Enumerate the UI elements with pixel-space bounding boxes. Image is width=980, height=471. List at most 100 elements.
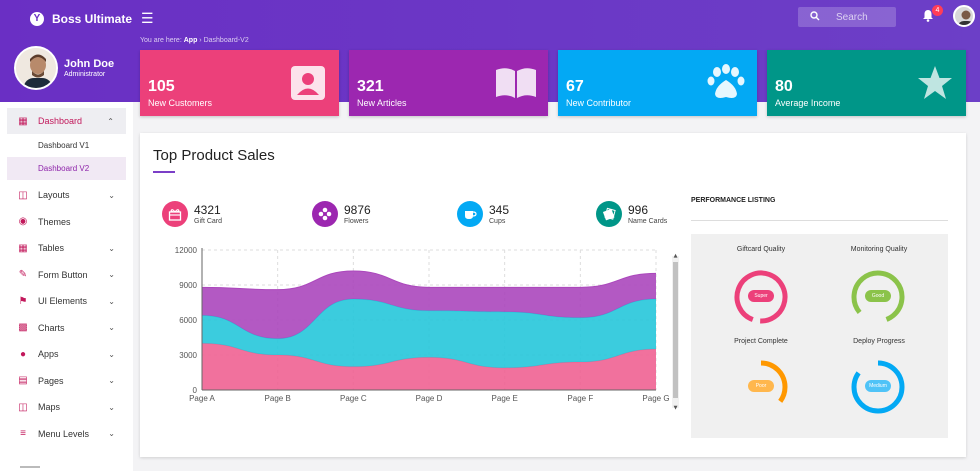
area-series-2-line bbox=[201, 298, 657, 340]
chart-scrollbar-thumb bbox=[673, 262, 678, 398]
x-tick-label: Page D bbox=[416, 394, 443, 403]
stat-label: Cups bbox=[489, 218, 506, 225]
stat-cups: 345 Cups bbox=[457, 201, 509, 227]
card-value: 67 bbox=[566, 78, 584, 95]
sidebar-item-label: Layouts bbox=[38, 190, 70, 201]
sales-area-chart: 0 3000 6000 9000 12000 Page A Page B Page C Page… bbox=[175, 246, 679, 411]
sidebar-item-label: Pages bbox=[38, 375, 64, 386]
y-tick-label: 12000 bbox=[175, 246, 198, 255]
sidebar-item-maps[interactable]: ◫ Maps ⌄ bbox=[0, 394, 133, 421]
flower-icon bbox=[312, 201, 338, 227]
sidebar-item-label: Dashboard bbox=[38, 116, 83, 126]
app-title: Boss Ultimate bbox=[52, 12, 133, 26]
profile-avatar[interactable] bbox=[14, 46, 58, 90]
sidebar-item-themes[interactable]: ◉ Themes bbox=[0, 209, 133, 236]
performance-divider bbox=[691, 220, 948, 221]
stat-label: Gift Card bbox=[194, 218, 223, 225]
x-tick-label: Page C bbox=[340, 394, 367, 403]
chevron-down-icon: ⌄ bbox=[108, 323, 115, 333]
breadcrumb-separator: › bbox=[199, 37, 204, 44]
card-label: New Customers bbox=[148, 98, 213, 108]
y-tick-label: 0 bbox=[193, 386, 198, 395]
x-tick-label: Page E bbox=[492, 394, 518, 403]
sidebar-item-apps[interactable]: ● Apps ⌄ bbox=[0, 341, 133, 368]
area-series-1 bbox=[202, 343, 656, 390]
performance-box: Giftcard Quality Monitoring Quality Proj… bbox=[691, 234, 948, 438]
paw-icon bbox=[707, 64, 745, 98]
gauge-pill: Good bbox=[865, 290, 891, 302]
card-new-contributor[interactable]: 67 New Contributor bbox=[558, 50, 757, 116]
profile-role: Administrator bbox=[64, 71, 106, 78]
sidebar: ▦ Dashboard ⌃ Dashboard V1 Dashboard V2 … bbox=[0, 102, 133, 471]
flag-icon: ⚑ bbox=[18, 295, 28, 307]
chevron-up-icon: ⌃ bbox=[107, 116, 114, 126]
card-value: 80 bbox=[775, 78, 793, 95]
table-icon: ▦ bbox=[18, 242, 28, 254]
stat-value: 996 bbox=[628, 203, 649, 217]
layouts-icon: ◫ bbox=[18, 189, 28, 201]
sidebar-item-pages[interactable]: ▤ Pages ⌄ bbox=[0, 368, 133, 395]
brand[interactable]: Y Boss Ultimate bbox=[30, 12, 132, 26]
stat-name-cards: 996 Name Cards bbox=[596, 201, 667, 227]
profile-name: John Doe bbox=[64, 58, 115, 70]
sidebar-scroll-hint bbox=[20, 466, 40, 468]
card-value: 321 bbox=[357, 78, 384, 95]
gift-icon bbox=[162, 201, 188, 227]
top-product-sales-panel: Top Product Sales 4321 Gift Card 9876 Fl… bbox=[140, 133, 966, 457]
user-avatar[interactable] bbox=[953, 5, 975, 27]
search-placeholder: Search bbox=[836, 11, 868, 23]
pencil-icon: ✎ bbox=[18, 269, 28, 281]
chevron-down-icon: ⌄ bbox=[108, 296, 115, 306]
card-new-customers[interactable]: 105 New Customers bbox=[140, 50, 339, 116]
pages-icon: ▤ bbox=[18, 375, 28, 387]
map-icon: ◫ bbox=[18, 401, 28, 413]
sidebar-subitem-dashboard-v1[interactable]: Dashboard V1 bbox=[38, 141, 90, 150]
book-icon bbox=[496, 68, 536, 98]
gauge-deploy-progress bbox=[851, 360, 905, 414]
breadcrumb: You are here: App › Dashboard-V2 bbox=[140, 37, 249, 44]
sidebar-item-layouts[interactable]: ◫ Layouts ⌄ bbox=[0, 182, 133, 209]
x-tick-label: Page F bbox=[567, 394, 593, 403]
sidebar-item-label: Menu Levels bbox=[38, 428, 90, 439]
sidebar-item-menu-levels[interactable]: ≡ Menu Levels ⌄ bbox=[0, 421, 133, 448]
sidebar-item-label: Apps bbox=[38, 349, 59, 360]
card-label: New Contributor bbox=[566, 98, 632, 108]
card-value: 105 bbox=[148, 78, 175, 95]
card-new-articles[interactable]: 321 New Articles bbox=[349, 50, 548, 116]
sidebar-subitem-dashboard-v2[interactable]: Dashboard V2 bbox=[7, 157, 126, 180]
sidebar-item-label: Form Button bbox=[38, 269, 88, 280]
area-series-3-line bbox=[201, 270, 657, 291]
scroll-up-arrow-icon: ▲ bbox=[674, 253, 678, 259]
x-tick-label: Page A bbox=[189, 394, 215, 403]
search-icon bbox=[810, 10, 820, 24]
sidebar-item-tables[interactable]: ▦ Tables ⌄ bbox=[0, 235, 133, 262]
gauge-title: Giftcard Quality bbox=[736, 246, 786, 253]
sidebar-item-label: UI Elements bbox=[38, 296, 88, 307]
notification-bell-icon[interactable] bbox=[922, 9, 934, 25]
contact-icon bbox=[291, 66, 325, 100]
gauge-pill: Super bbox=[748, 290, 774, 302]
dashboard-icon: ▦ bbox=[18, 115, 28, 127]
sidebar-item-dashboard[interactable]: ▦ Dashboard ⌃ bbox=[7, 108, 126, 134]
chevron-down-icon: ⌄ bbox=[108, 270, 115, 280]
card-icon bbox=[596, 201, 622, 227]
sidebar-item-ui-elements[interactable]: ⚑ UI Elements ⌄ bbox=[0, 288, 133, 315]
card-label: New Articles bbox=[357, 98, 407, 108]
stat-label: Name Cards bbox=[628, 218, 668, 225]
chevron-down-icon: ⌄ bbox=[108, 243, 115, 253]
gauge-title: Deploy Progress bbox=[853, 338, 905, 345]
gauge-project-complete bbox=[734, 360, 788, 414]
card-average-income[interactable]: 80 Average Income bbox=[767, 50, 966, 116]
hamburger-menu-icon[interactable]: ☰ bbox=[141, 10, 154, 26]
scroll-down-arrow-icon: ▼ bbox=[674, 405, 678, 411]
apps-icon: ● bbox=[19, 348, 27, 360]
chevron-down-icon: ⌄ bbox=[108, 402, 115, 412]
sidebar-item-charts[interactable]: ▩ Charts ⌄ bbox=[0, 315, 133, 342]
sidebar-item-form-button[interactable]: ✎ Form Button ⌄ bbox=[0, 262, 133, 289]
gauge-pill: Poor bbox=[748, 380, 774, 392]
star-icon bbox=[918, 66, 952, 99]
card-label: Average Income bbox=[775, 98, 841, 108]
breadcrumb-app-link[interactable]: App bbox=[183, 37, 198, 44]
stat-flowers: 9876 Flowers bbox=[312, 201, 371, 227]
search-input[interactable]: Search bbox=[798, 7, 896, 27]
